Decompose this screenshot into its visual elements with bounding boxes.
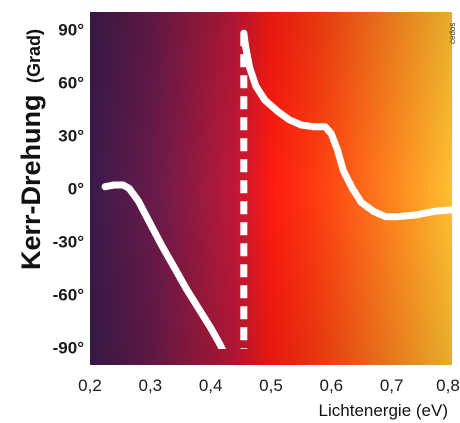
y-tick-label: -30° [53,232,85,251]
x-tick-label: 0,2 [78,376,102,395]
y-tick-label: -90° [53,338,85,357]
y-axis-label-main: Kerr-Drehung [16,94,46,270]
x-tick-label: 0,4 [199,376,223,395]
x-tick-label: 0,8 [436,376,460,395]
plot-vignette [90,12,452,365]
y-tick-label: 90° [58,21,84,40]
x-tick-labels: 0,2 0,3 0,4 0,5 0,6 0,7 0,8 [78,376,460,395]
y-axis-label-unit: (Grad) [24,29,44,83]
series-line-3 [240,29,452,221]
y-axis-label: Kerr-Drehung (Grad) [16,29,46,270]
y-tick-label: 30° [58,127,84,146]
series-line-1 [101,181,227,349]
y-tick-labels: 90° 60° 30° 0° -30° -60° -90° [53,21,85,358]
x-tick-label: 0,6 [320,376,344,395]
x-tick-label: 0,5 [259,376,283,395]
credit-label: cedos [448,23,457,44]
y-tick-label: -60° [53,285,85,304]
y-tick-label: 60° [58,74,84,93]
x-tick-label: 0,7 [380,376,404,395]
x-tick-label: 0,3 [139,376,163,395]
series-layer [101,29,452,349]
x-axis-label: Lichtenergie (eV) [319,401,448,420]
y-tick-label: 0° [68,180,84,199]
